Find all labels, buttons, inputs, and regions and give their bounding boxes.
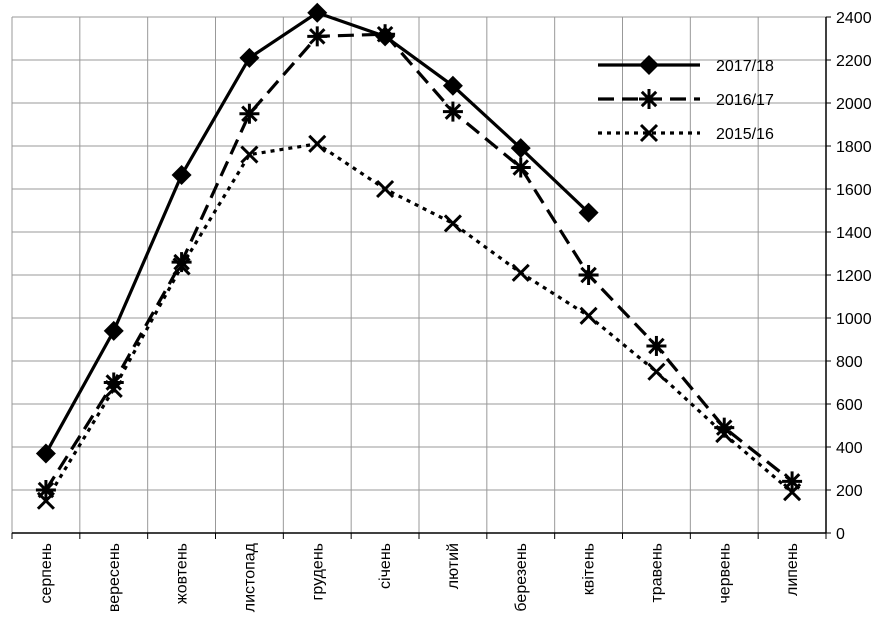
y-tick-label: 0 — [836, 526, 845, 543]
x-tick-label: липень — [784, 543, 801, 596]
data-point — [782, 471, 803, 492]
data-point — [646, 335, 667, 356]
x-tick-label: серпень — [38, 543, 55, 604]
x-tick-label: квітень — [581, 543, 598, 595]
y-tick-label: 2200 — [836, 53, 872, 70]
data-point — [578, 265, 599, 285]
data-point — [714, 417, 735, 438]
legend-label: 2017/18 — [716, 58, 774, 75]
legend-label: 2015/16 — [716, 126, 774, 143]
x-tick-label: червень — [716, 543, 733, 604]
series-line — [44, 11, 590, 455]
y-tick-label: 1400 — [836, 225, 872, 242]
data-point — [442, 75, 463, 96]
data-point — [103, 372, 124, 393]
data-point — [376, 179, 395, 199]
y-tick-label: 1200 — [836, 268, 872, 285]
x-tick-label: січень — [377, 543, 394, 589]
series-2016-17 — [35, 24, 803, 500]
data-point — [647, 362, 666, 381]
x-tick-label: травень — [648, 543, 665, 603]
data-point — [639, 123, 659, 143]
y-tick-label: 2000 — [836, 96, 872, 113]
chart-axes — [11, 16, 831, 539]
x-tick-label: вересень — [106, 543, 123, 612]
data-point — [579, 306, 598, 325]
x-tick-label: листопад — [241, 542, 258, 612]
y-tick-label: 1000 — [836, 311, 872, 328]
data-point — [639, 55, 659, 75]
data-point — [510, 157, 531, 178]
series-line — [44, 32, 794, 491]
data-point — [511, 263, 530, 282]
series-layer — [35, 2, 803, 510]
data-point — [307, 2, 328, 23]
legend-item: 2016/17 — [598, 89, 774, 109]
chart-legend: 2017/18 2016/17 2015/16 — [598, 55, 774, 143]
y-tick-label: 800 — [836, 354, 863, 371]
x-tick-label: лютий — [445, 543, 462, 589]
y-axis-ticks: 0 200 400 600 800 1000 1200 1400 1600 1800 2000 220… — [836, 10, 872, 543]
data-point — [103, 320, 124, 341]
x-tick-label: жовтень — [174, 543, 191, 604]
x-tick-label: березень — [513, 543, 530, 612]
y-tick-label: 1800 — [836, 139, 872, 156]
y-tick-label: 600 — [836, 397, 863, 414]
data-point — [35, 443, 56, 464]
y-tick-label: 400 — [836, 440, 863, 457]
data-point — [308, 134, 327, 153]
chart-grid — [11, 16, 827, 534]
data-point — [307, 26, 328, 47]
series-2017-18 — [35, 2, 599, 464]
x-tick-label: грудень — [309, 543, 326, 600]
data-point — [375, 26, 396, 47]
y-tick-label: 1600 — [836, 182, 872, 199]
y-tick-label: 200 — [836, 483, 863, 500]
legend-label: 2016/17 — [716, 92, 774, 109]
data-point — [442, 101, 463, 122]
data-point — [239, 47, 260, 68]
data-point — [171, 165, 192, 186]
data-point — [443, 214, 462, 233]
data-point — [35, 480, 56, 500]
legend-item: 2017/18 — [598, 55, 774, 75]
legend-item: 2015/16 — [598, 123, 774, 143]
data-point — [578, 202, 599, 223]
data-point — [639, 89, 659, 109]
data-point — [171, 252, 192, 273]
data-point — [240, 145, 259, 164]
x-axis-ticks: серпень вересень жовтень листопад грудень січ… — [38, 542, 801, 612]
y-tick-label: 2400 — [836, 10, 872, 27]
data-point — [239, 103, 260, 124]
data-point — [510, 138, 531, 159]
